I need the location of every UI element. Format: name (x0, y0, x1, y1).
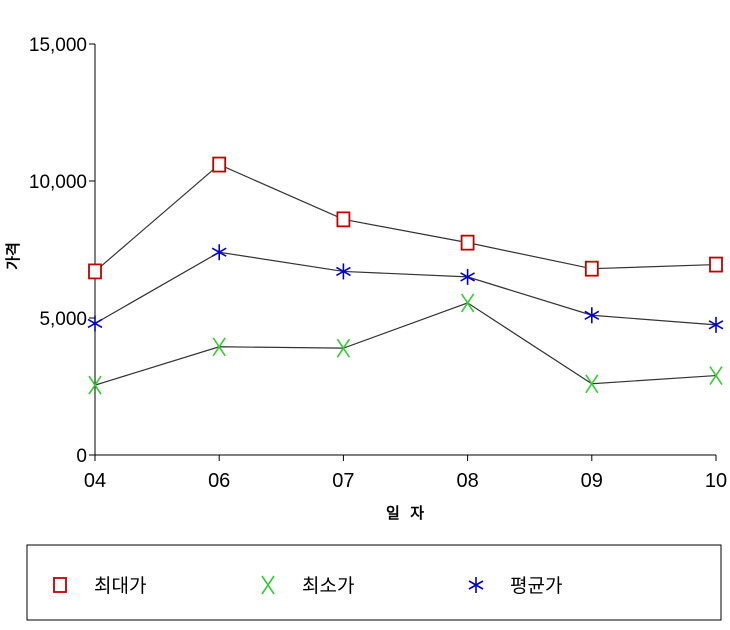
y-ticks: 0 5,000 10,000 15,000 (29, 35, 95, 467)
series-2-point (336, 263, 351, 280)
y-tick-label: 15,000 (29, 35, 87, 56)
series-0-point (88, 263, 102, 280)
x-tick-label: 09 (581, 470, 603, 492)
series-2-point (708, 316, 724, 333)
series-1-point (88, 375, 102, 395)
series-0-line (94, 163, 717, 272)
series-0-point (584, 260, 599, 277)
x-tick-label: 07 (332, 470, 354, 492)
legend-marker-1 (261, 575, 275, 595)
legend-label-2: 평균가 (510, 575, 562, 597)
legend: 최대가 최소가 평균가 (26, 544, 722, 621)
series-2-point (584, 307, 600, 324)
series-1-point (460, 293, 475, 313)
series-1-point (212, 337, 226, 357)
x-tick-label: 04 (84, 470, 106, 492)
series-1-line (94, 302, 717, 386)
y-axis-title: 가격 (4, 242, 22, 270)
x-tick-label: 06 (208, 470, 230, 492)
y-tick-label: 5,000 (39, 309, 87, 330)
series-1-point (585, 374, 599, 394)
x-tick-label: 10 (705, 470, 727, 492)
series-0-point (212, 156, 227, 173)
y-tick-label: 0 (76, 446, 87, 467)
series-2-point (211, 244, 227, 261)
series-2-point (460, 268, 475, 285)
series-0-point (709, 256, 723, 273)
legend-label-1: 최소가 (302, 575, 354, 597)
legend-marker-2 (468, 577, 484, 593)
legend-box (26, 544, 722, 621)
series-1-point (336, 338, 351, 358)
series-markers (87, 156, 724, 395)
legend-label-0: 최대가 (94, 575, 146, 597)
axes (94, 44, 716, 456)
series-0-point (460, 234, 475, 251)
series-2-line (94, 251, 717, 326)
series-0-point (336, 211, 351, 228)
x-axis-title: 일 자 (386, 504, 424, 522)
legend-marker-0 (53, 577, 67, 593)
series-lines (94, 163, 717, 386)
x-tick-label: 08 (456, 470, 478, 492)
series-2-point (87, 315, 103, 332)
series-1-point (709, 366, 723, 385)
y-tick-label: 10,000 (29, 172, 87, 193)
x-ticks: 04 06 07 08 09 10 (84, 455, 727, 492)
